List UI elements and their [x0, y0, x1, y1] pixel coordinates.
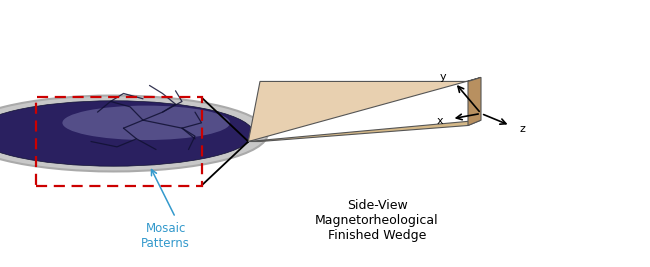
Polygon shape — [468, 77, 481, 125]
Text: x: x — [437, 116, 443, 127]
Text: Mosaic
Patterns: Mosaic Patterns — [141, 222, 190, 250]
Ellipse shape — [0, 96, 268, 171]
Polygon shape — [248, 77, 481, 142]
Polygon shape — [248, 120, 481, 142]
Text: y: y — [440, 72, 447, 83]
Ellipse shape — [62, 105, 230, 140]
Text: Side-View
Magnetorheological
Finished Wedge: Side-View Magnetorheological Finished We… — [315, 199, 439, 242]
Ellipse shape — [0, 101, 254, 166]
Bar — [36, 97, 202, 186]
Text: z: z — [519, 124, 525, 135]
